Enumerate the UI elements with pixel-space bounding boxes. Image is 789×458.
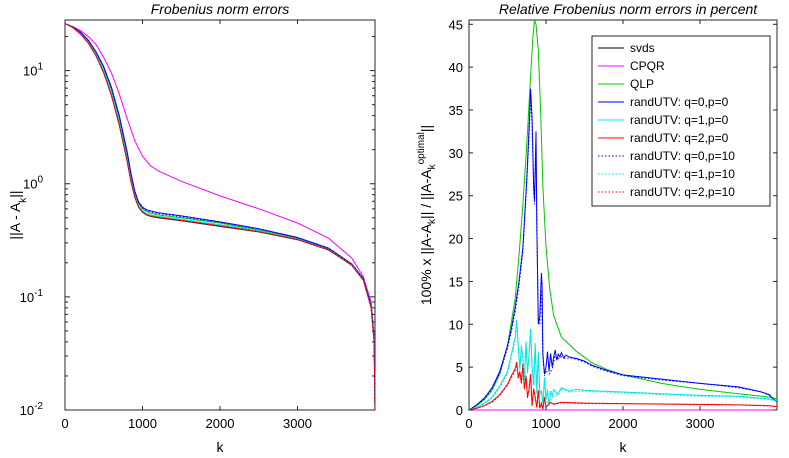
left-series-group	[64, 23, 376, 411]
right-x-tick-label: 0	[465, 416, 472, 431]
left-y-tick-label: 101	[23, 62, 43, 79]
legend-label-randutv-q-2-p-10: randUTV: q=2,p=10	[630, 185, 735, 199]
left-x-tick-label: 0	[61, 416, 68, 431]
right-series-randutv-q-0-p-0	[468, 88, 778, 411]
legend: svds CPQR QLP randUTV: q=0,p=0 randUTV: q=1,…	[591, 35, 771, 207]
left-y-tick-label: 100	[23, 175, 43, 192]
left-x-tick-labels: 0 1000 2000 3000	[61, 20, 312, 431]
legend-label-randutv-q-0-p-0: randUTV: q=0,p=0	[630, 95, 729, 109]
right-y-tick-label: 30	[449, 146, 463, 161]
left-panel: Frobenius norm errors 0 1000 2000 3000 1011…	[7, 1, 376, 455]
left-series-randutv-q-0-p-10	[64, 23, 376, 411]
right-y-tick-label: 45	[449, 17, 463, 32]
left-y-axis-label: ||A - Ak||	[7, 190, 29, 239]
legend-label-cpqr: CPQR	[630, 59, 665, 73]
left-x-axis-label: k	[217, 439, 225, 455]
legend-label-qlp: QLP	[630, 77, 654, 91]
right-x-tick-label: 2000	[609, 416, 638, 431]
legend-label-randutv-q-1-p-10: randUTV: q=1,p=10	[630, 167, 735, 181]
right-chart-title: Relative Frobenius norm errors in percen…	[499, 1, 758, 17]
right-y-tick-label: 35	[449, 103, 463, 118]
right-y-tick-label: 20	[449, 232, 463, 247]
right-y-tick-label: 25	[449, 189, 463, 204]
legend-label-randutv-q-2-p-0: randUTV: q=2,p=0	[630, 131, 729, 145]
legend-label-svds: svds	[630, 41, 655, 55]
legend-label-randutv-q-1-p-0: randUTV: q=1,p=0	[630, 113, 729, 127]
left-y-tick-label: 10-2	[20, 401, 44, 418]
left-y-tick-labels: 101 100 10-1 10-2	[20, 36, 375, 418]
left-series-randutv-q-2-p-0	[64, 23, 376, 411]
legend-box	[591, 35, 771, 207]
right-y-tick-labels: 0 5 10 15 20 25 30 35 40 45	[449, 17, 777, 418]
legend-label-randutv-q-0-p-10: randUTV: q=0,p=10	[630, 149, 735, 163]
right-x-tick-label: 1000	[532, 416, 561, 431]
right-x-tick-labels: 0 1000 2000 3000	[465, 20, 714, 431]
right-y-tick-label: 15	[449, 274, 463, 289]
left-x-tick-label: 3000	[283, 416, 312, 431]
right-y-axis-label: 100% x ||A-Ak|| / ||A-Akoptimal||	[416, 125, 438, 305]
right-y-tick-label: 10	[449, 317, 463, 332]
left-x-tick-label: 2000	[206, 416, 235, 431]
left-series-randutv-q-1-p-10	[64, 23, 376, 411]
right-series-randutv-q-1-p-10	[468, 324, 778, 411]
right-series-randutv-q-2-p-0	[468, 361, 778, 411]
left-x-tick-label: 1000	[128, 416, 157, 431]
right-y-tick-label: 5	[456, 360, 463, 375]
right-x-axis-label: k	[620, 439, 628, 455]
left-chart-title: Frobenius norm errors	[151, 1, 290, 17]
left-plot-frame	[64, 19, 376, 411]
left-series-cpqr	[64, 23, 376, 411]
right-x-tick-label: 3000	[686, 416, 715, 431]
left-y-tick-label: 10-1	[20, 288, 44, 305]
right-y-tick-label: 40	[449, 60, 463, 75]
right-panel: Relative Frobenius norm errors in percen…	[416, 1, 778, 455]
right-y-tick-label: 0	[456, 403, 463, 418]
